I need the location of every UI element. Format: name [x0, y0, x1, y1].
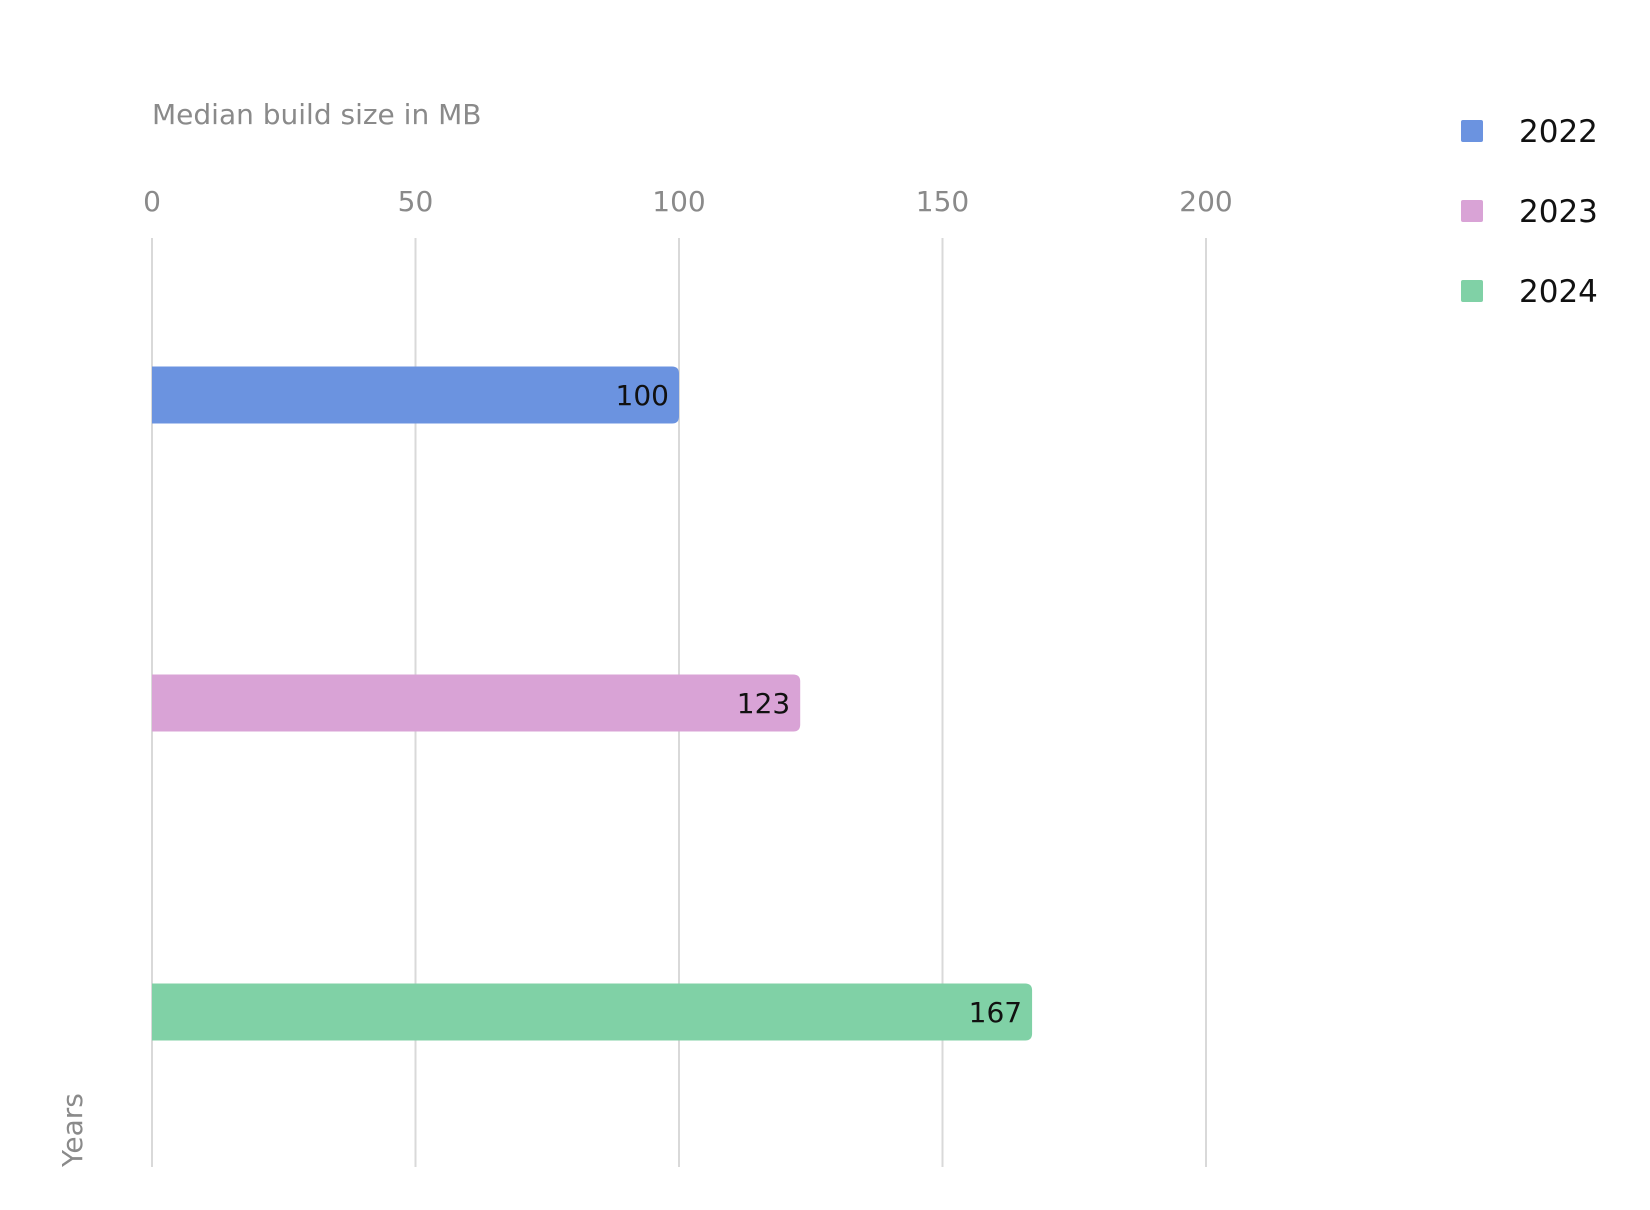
x-tick-label: 200 [1179, 185, 1232, 218]
x-tick-label: 50 [398, 185, 434, 218]
legend-label-2022: 2022 [1519, 114, 1598, 150]
bar-2024 [152, 983, 1033, 1041]
x-axis-ticks: 0 50 100 150 200 [143, 185, 1233, 218]
data-label-2023: 123 [737, 687, 790, 720]
x-tick-label: 100 [652, 185, 705, 218]
bars [152, 366, 1033, 1041]
legend-swatch-2022 [1461, 120, 1483, 142]
legend: 2022 2023 2024 [1461, 114, 1598, 310]
x-tick-label: 150 [916, 185, 969, 218]
x-tick-label: 0 [143, 185, 161, 218]
bar-2022 [152, 366, 679, 424]
legend-label-2024: 2024 [1519, 274, 1598, 310]
legend-label-2023: 2023 [1519, 194, 1598, 230]
data-labels: 100 123 167 [616, 379, 1023, 1029]
legend-swatch-2024 [1461, 280, 1483, 302]
data-label-2024: 167 [969, 996, 1022, 1029]
x-axis-title: Median build size in MB [152, 98, 481, 131]
bar-2023 [152, 674, 801, 732]
legend-swatch-2023 [1461, 200, 1483, 222]
y-axis-title: Years [56, 1093, 89, 1168]
data-label-2022: 100 [616, 379, 669, 412]
